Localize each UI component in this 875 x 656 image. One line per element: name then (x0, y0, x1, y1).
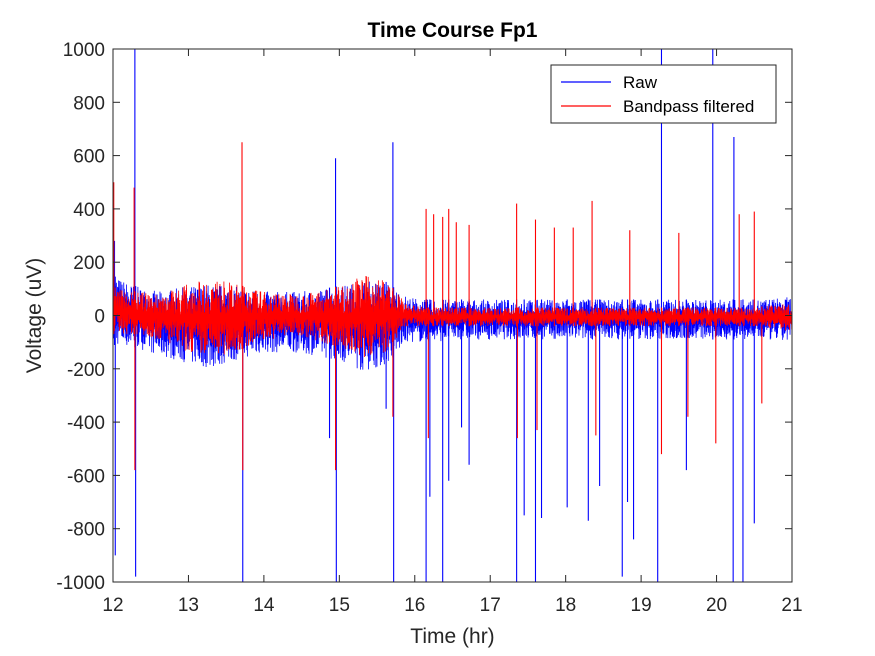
y-tick-label: -200 (67, 360, 105, 381)
x-tick-label: 12 (102, 595, 123, 616)
y-axis: -1000 -800 -600 -400 -200 0 200 400 600 800 1000 (56, 40, 792, 594)
legend: Raw Bandpass filtered (550, 64, 777, 124)
x-tick-label: 13 (178, 595, 199, 616)
series-bandpass-filtered (113, 142, 792, 471)
y-tick-label: 1000 (63, 40, 105, 61)
chart-title: Time Course Fp1 (368, 19, 538, 42)
legend-box (550, 64, 777, 124)
x-tick-label: 18 (555, 595, 576, 616)
y-tick-label: 600 (73, 147, 105, 168)
y-axis-label: Voltage (uV) (23, 258, 46, 374)
y-tick-label: 200 (73, 253, 105, 274)
x-axis-label: Time (hr) (410, 625, 494, 648)
x-tick-label: 14 (253, 595, 275, 616)
y-tick-label: 0 (94, 307, 105, 328)
x-axis: 12 13 14 15 16 17 18 19 20 21 (102, 49, 803, 616)
y-tick-label: 400 (73, 200, 105, 221)
y-tick-label: -400 (67, 413, 105, 434)
legend-label-raw: Raw (623, 73, 658, 92)
legend-label-bandpass-filtered: Bandpass filtered (623, 97, 754, 116)
x-tick-label: 20 (706, 595, 727, 616)
x-tick-label: 19 (631, 595, 652, 616)
x-tick-label: 15 (329, 595, 350, 616)
y-tick-label: 800 (73, 93, 105, 114)
y-tick-label: -800 (67, 520, 105, 541)
x-tick-label: 17 (480, 595, 501, 616)
y-tick-label: -1000 (56, 573, 105, 594)
x-tick-label: 16 (404, 595, 425, 616)
y-tick-label: -600 (67, 466, 105, 487)
x-tick-label: 21 (781, 595, 802, 616)
plot-area: 12 13 14 15 16 17 18 19 20 21 -1000 -800 -600 -400 -2… (56, 40, 802, 616)
